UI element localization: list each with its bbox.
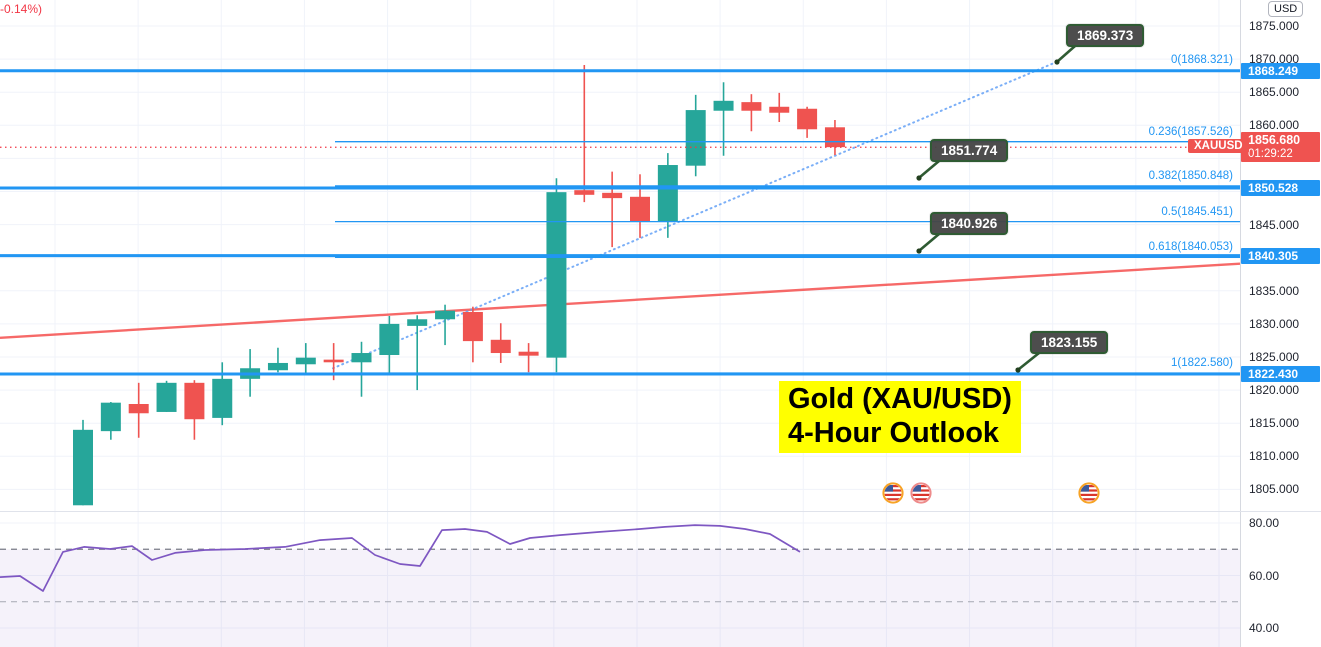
flag-icon-svg <box>882 482 904 504</box>
price-callout[interactable]: 1869.373 <box>1066 24 1145 47</box>
flag-icon-svg <box>1078 482 1100 504</box>
fib-level-label: 1(1822.580) <box>1170 357 1233 370</box>
banner-line2: 4-Hour Outlook <box>788 417 1000 449</box>
us-flag-event-icon[interactable] <box>910 482 932 504</box>
rsi-bands <box>0 548 1240 647</box>
price-axis-tick: 1875.000 <box>1249 19 1300 33</box>
price-callout[interactable]: 1851.774 <box>930 139 1009 162</box>
price-axis-tick: 1825.000 <box>1249 350 1300 364</box>
bar-countdown: 01:29:22 <box>1248 148 1293 161</box>
fib-level-label: 0.236(1857.526) <box>1148 125 1233 138</box>
symbol-change-percent: -0.14%) <box>0 2 43 16</box>
ray-price-label: 1840.305 <box>1241 247 1320 264</box>
trend-line[interactable] <box>0 262 1241 339</box>
fib-level-label: 0(1868.321) <box>1170 54 1233 67</box>
price-axis-tick: 1835.000 <box>1249 283 1300 298</box>
price-axis-divider <box>1240 0 1241 647</box>
last-price-value: 1856.680 <box>1248 133 1301 148</box>
rsi-axis-tick: 80.00 <box>1249 516 1280 530</box>
price-callout[interactable]: 1823.155 <box>1030 331 1109 354</box>
ray-price-label: 1850.528 <box>1241 180 1320 196</box>
rsi-line[interactable] <box>0 524 801 592</box>
fib-level-label: 0.618(1840.053) <box>1148 241 1233 254</box>
price-axis-tick: 1860.000 <box>1249 118 1300 133</box>
callout-tails <box>916 45 1076 373</box>
flag-icon-svg <box>910 482 932 504</box>
price-callout[interactable]: 1840.926 <box>930 212 1009 235</box>
us-flag-event-icon[interactable] <box>882 482 904 504</box>
price-axis-tick: 1865.000 <box>1249 85 1300 100</box>
candlestick-series <box>73 65 845 506</box>
price-axis-tick: 1815.000 <box>1249 416 1300 431</box>
pane-separator[interactable] <box>0 511 1321 512</box>
rsi-axis-tick: 60.00 <box>1249 568 1280 583</box>
price-axis-tick: 1805.000 <box>1249 482 1300 497</box>
us-flag-event-icon[interactable] <box>1078 482 1100 504</box>
price-axis-tick: 1810.000 <box>1249 449 1300 464</box>
fib-level-label: 0.382(1850.848) <box>1148 169 1233 182</box>
ray-price-label: 1868.249 <box>1241 62 1320 79</box>
horizontal-ray-lines[interactable] <box>0 69 1240 376</box>
symbol-axis-badge: XAUUSD <box>1188 139 1249 153</box>
last-price-label: 1856.680 01:29:22 <box>1241 132 1320 163</box>
price-axis-tick: 1830.000 <box>1249 316 1300 331</box>
fib-level-label: 0.5(1845.451) <box>1161 205 1233 218</box>
currency-badge: USD <box>1268 1 1304 17</box>
price-axis-tick: 1870.000 <box>1249 52 1300 67</box>
price-axis-tick: 1820.000 <box>1249 383 1300 398</box>
price-axis-tick: 1845.000 <box>1249 217 1300 232</box>
ray-price-label: 1822.430 <box>1241 366 1320 382</box>
chart-title-banner[interactable]: Gold (XAU/USD) 4-Hour Outlook <box>779 381 1021 453</box>
rsi-axis-tick: 40.00 <box>1249 621 1280 635</box>
banner-line1: Gold (XAU/USD) <box>788 383 1012 415</box>
